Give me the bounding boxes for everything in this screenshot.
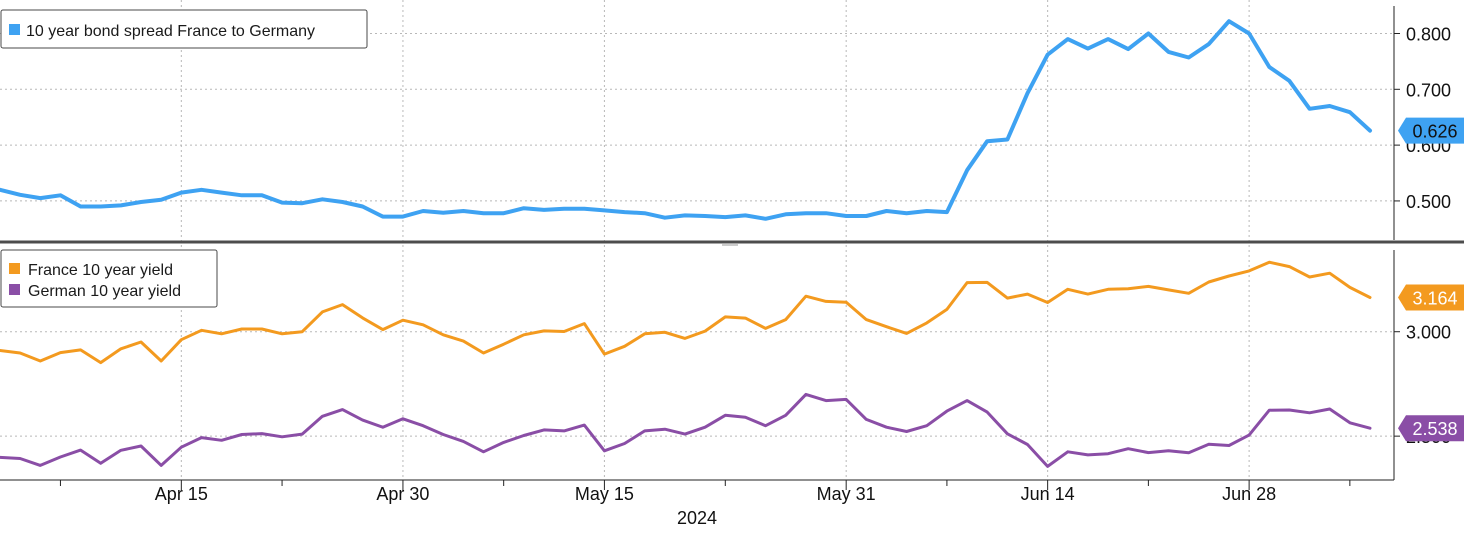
y-tick-label: 0.700 bbox=[1406, 80, 1451, 100]
series-line-german-10-year-yield bbox=[0, 392, 1372, 468]
x-tick-label: Apr 15 bbox=[155, 484, 208, 504]
top-legend-box bbox=[0, 9, 368, 49]
x-tick-label: Jun 14 bbox=[1021, 484, 1075, 504]
x-axis-year-label: 2024 bbox=[677, 508, 717, 528]
y-tick-label: 0.800 bbox=[1406, 24, 1451, 44]
y-tick-label: 3.000 bbox=[1406, 323, 1451, 343]
top-legend-label-spread: 10 year bond spread France to Germany bbox=[26, 23, 315, 40]
last-value-badge bbox=[1398, 117, 1464, 144]
bottom-legend-label-france: France 10 year yield bbox=[28, 262, 173, 279]
bottom-legend-swatch-france bbox=[9, 263, 20, 274]
x-tick-label: May 31 bbox=[817, 484, 876, 504]
badge-layer: 0.626 3.164 2.538 bbox=[1398, 117, 1464, 442]
last-value-badge-label: 0.626 bbox=[1412, 122, 1457, 142]
top-legend-swatch-spread bbox=[9, 24, 20, 35]
last-value-badge bbox=[1398, 415, 1464, 442]
last-value-badge-label: 2.538 bbox=[1412, 419, 1457, 439]
x-tick-label: Apr 30 bbox=[376, 484, 429, 504]
series-line-10-year-bond-spread-france-to-germany bbox=[0, 19, 1372, 221]
x-tick-label: May 15 bbox=[575, 484, 634, 504]
bottom-legend-label-german: German 10 year yield bbox=[28, 283, 181, 300]
series-line-france-10-year-yield bbox=[0, 260, 1372, 365]
series-layer bbox=[0, 19, 1372, 468]
top-legend[interactable]: 10 year bond spread France to Germany bbox=[0, 9, 368, 49]
last-value-badge bbox=[1398, 284, 1464, 311]
x-tick-label: Jun 28 bbox=[1222, 484, 1276, 504]
bottom-legend-box bbox=[0, 249, 218, 308]
bottom-legend[interactable]: France 10 year yield German 10 year yiel… bbox=[0, 249, 218, 308]
bottom-legend-swatch-german bbox=[9, 284, 20, 295]
grid-layer bbox=[0, 0, 1394, 480]
y-tick-label: 0.500 bbox=[1406, 192, 1451, 212]
last-value-badge-label: 3.164 bbox=[1412, 288, 1457, 308]
